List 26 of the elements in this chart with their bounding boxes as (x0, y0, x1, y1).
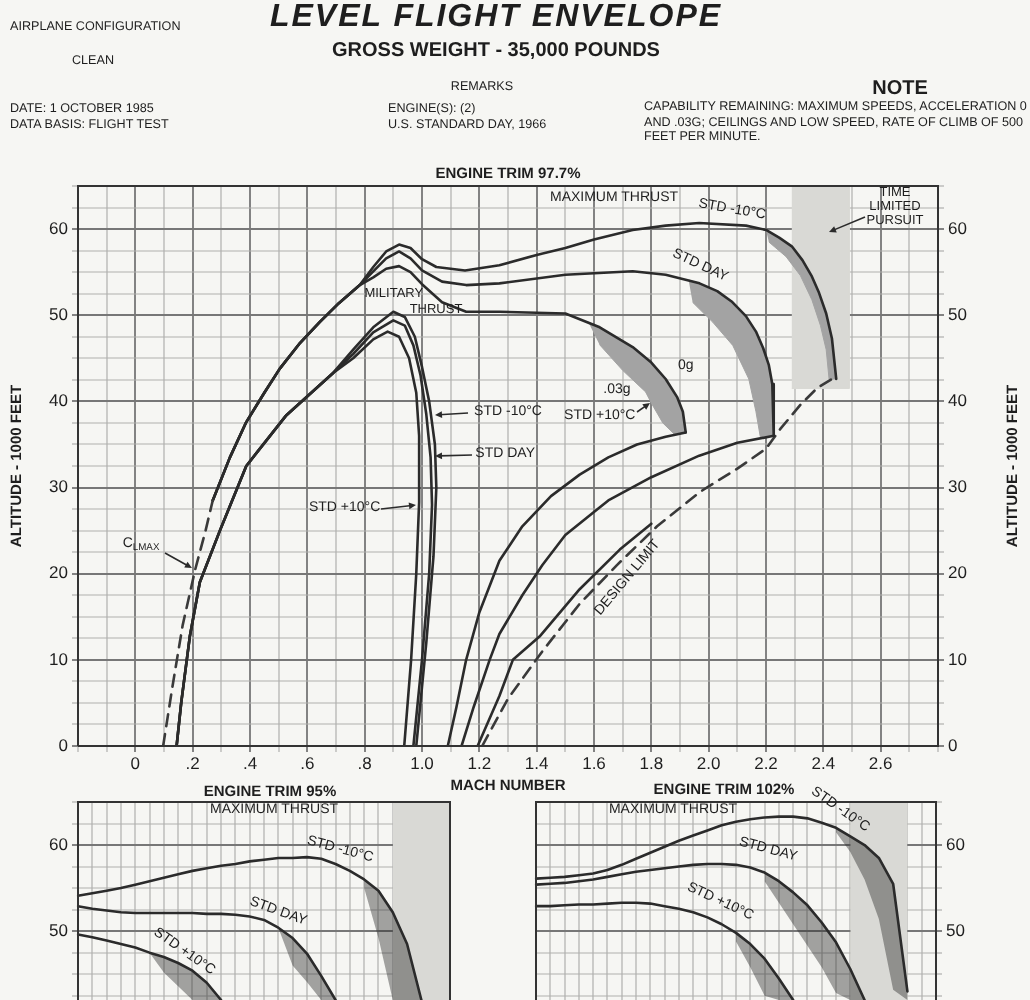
x-tick-label: .8 (357, 752, 373, 773)
x-tick-label: 2.4 (811, 752, 836, 773)
x-tick-label: 1.2 (467, 752, 492, 773)
x-tick-label: 1.6 (582, 752, 607, 773)
x-tick-label: 0 (130, 752, 141, 773)
x-tick-label: 1.4 (524, 752, 550, 773)
y-tick-label: 20 (49, 562, 69, 583)
x-tick-label: .2 (185, 752, 201, 773)
x-tick-label: 1.8 (639, 752, 664, 773)
y-tick-label: 10 (49, 648, 69, 669)
x-tick-label: 1.0 (410, 752, 435, 773)
x-tick-label: .4 (242, 752, 258, 773)
y-tick-label: 30 (49, 476, 69, 497)
text: GROSS WEIGHT - 35,000 POUNDS (332, 40, 660, 62)
y-tick-label: 0 (58, 734, 69, 755)
x-tick-label: 2.0 (696, 752, 722, 773)
text: NOTE (872, 78, 928, 100)
y-tick-label: 60 (49, 217, 69, 238)
y-tick-label: 40 (49, 390, 69, 411)
x-tick-label: .6 (300, 752, 315, 773)
x-tick-label: 2.6 (868, 752, 894, 773)
x-tick-label: 2.2 (754, 752, 779, 773)
y-tick-label: 60 (49, 833, 69, 854)
y-tick-label: 50 (49, 303, 69, 324)
text: LEVEL FLIGHT ENVELOPE (269, 0, 723, 36)
y-tick-label: 50 (49, 919, 69, 940)
